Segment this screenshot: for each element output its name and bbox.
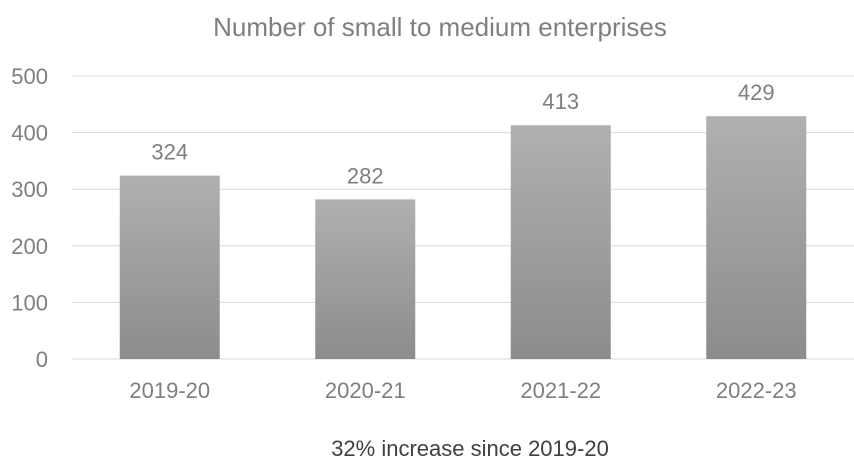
bar-2020-21 — [315, 199, 416, 359]
data-label-2021-22: 413 — [542, 89, 579, 114]
chart-caption: 32% increase since 2019-20 — [331, 436, 609, 461]
x-tick-label-2021-22: 2021-22 — [520, 378, 601, 403]
x-axis-tick-labels: 2019-20 2020-21 2021-22 2022-23 — [129, 378, 796, 403]
y-tick-label: 500 — [11, 64, 48, 89]
y-tick-label: 0 — [36, 347, 48, 372]
x-tick-label-2019-20: 2019-20 — [129, 378, 210, 403]
x-tick-label-2020-21: 2020-21 — [325, 378, 406, 403]
data-label-2019-20: 324 — [151, 140, 188, 165]
bar-2019-20 — [119, 175, 220, 359]
bars — [119, 116, 807, 359]
bar-2022-23 — [706, 116, 807, 359]
y-axis-tick-labels: 0 100 200 300 400 500 — [11, 64, 48, 372]
y-tick-label: 300 — [11, 177, 48, 202]
x-tick-label-2022-23: 2022-23 — [716, 378, 797, 403]
data-label-2020-21: 282 — [347, 163, 384, 188]
data-label-2022-23: 429 — [738, 80, 775, 105]
y-tick-label: 400 — [11, 121, 48, 146]
data-labels: 324 282 413 429 — [151, 80, 774, 188]
bar-2021-22 — [510, 125, 611, 359]
chart-title: Number of small to medium enterprises — [213, 12, 667, 42]
y-tick-label: 100 — [11, 290, 48, 315]
y-tick-label: 200 — [11, 234, 48, 259]
